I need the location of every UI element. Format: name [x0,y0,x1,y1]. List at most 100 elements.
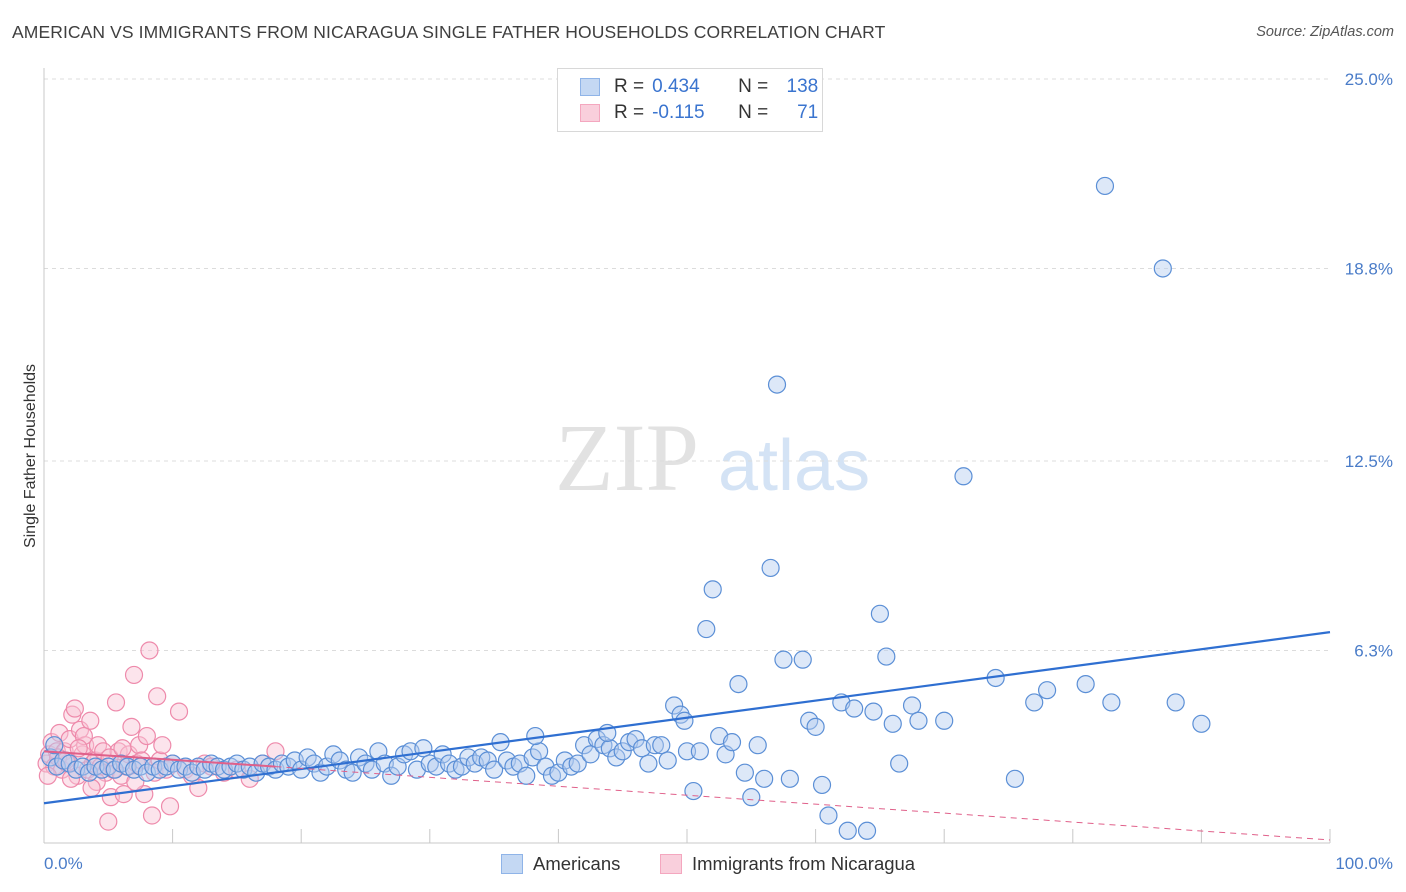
correlation-legend: R = 0.434 N = 138 R = -0.115 N = 71 [557,68,823,132]
data-point [1166,693,1185,712]
data-point [735,763,754,782]
y-tick-label: 12.5% [1345,452,1393,471]
y-tick-label: 25.0% [1345,70,1393,89]
data-point [124,665,144,685]
data-point [1005,769,1025,788]
data-point [658,751,677,770]
y-tick-labels: 6.3% 12.5% 18.8% 25.0% [1345,70,1393,660]
legend-n-label: N = [738,102,769,123]
data-point [793,650,812,669]
data-point [1037,681,1057,700]
data-point [819,806,838,825]
data-point [864,702,883,721]
data-point [478,751,497,770]
americans-trend-line [43,631,1331,805]
data-point [675,711,694,730]
data-point [812,775,832,795]
data-point [1076,674,1095,694]
data-point [870,604,890,623]
data-point [99,812,118,831]
legend-r-value: -0.115 [652,102,705,123]
data-point [845,699,864,718]
data-point [113,739,132,758]
data-point [81,711,100,730]
series-legend: Americans Immigrants from Nicaragua [0,851,1406,879]
data-point [935,711,954,730]
data-point [883,714,902,733]
data-point [748,736,767,755]
data-point [857,821,877,840]
watermark-zip: ZIP [555,404,699,511]
data-point [1095,176,1115,196]
data-point [142,806,162,825]
legend-row-americans: R = 0.434 N = 138 [580,74,818,100]
data-point [581,745,600,764]
data-point [697,619,716,639]
data-point [755,769,774,788]
series-legend-nicaragua[interactable]: Immigrants from Nicaragua [660,853,915,875]
legend-n-value: 138 [786,76,819,97]
data-point [153,736,172,755]
series-swatch-americans [501,854,523,874]
legend-swatch-americans [580,78,600,96]
chart-title: AMERICAN VS IMMIGRANTS FROM NICARAGUA SI… [12,22,886,42]
x-tick-label-max: 100.0% [1335,854,1393,873]
data-point [645,736,664,755]
data-point [806,717,825,736]
data-point [774,650,793,669]
x-tick-label-min: 0.0% [44,854,83,873]
data-point [65,699,84,718]
data-point [780,769,799,788]
data-point [613,742,632,761]
nicaragua-trend-line-dashed [275,766,1331,841]
y-tick-label: 6.3% [1354,641,1393,660]
data-point [902,696,922,715]
data-point [137,726,156,746]
data-point [82,778,101,798]
series-label-americans: Americans [533,853,621,874]
data-point [61,769,81,788]
data-point [169,702,189,721]
data-point [729,674,748,694]
x-ticks [172,829,1331,843]
y-tick-label: 18.8% [1345,259,1393,278]
data-point [1025,693,1044,712]
data-point [954,467,973,486]
series-legend-americans[interactable]: Americans [501,853,620,875]
data-point [160,797,180,816]
data-point [382,766,401,785]
data-point [42,733,61,752]
legend-row-nicaragua: R = -0.115 N = 71 [580,100,818,126]
data-point [45,736,64,755]
data-point [140,641,159,660]
data-point [122,717,141,736]
data-point [1153,259,1172,278]
nicaragua-trend-line-solid [43,750,276,768]
data-point [690,742,709,761]
data-point [767,375,787,394]
source-label: Source: ZipAtlas.com [1256,24,1394,40]
data-point [343,763,362,782]
data-point [485,760,504,779]
data-point [517,766,536,785]
legend-swatch-nicaragua [580,104,600,122]
data-point [1102,693,1121,712]
watermark-atlas: atlas [718,426,870,506]
data-point [877,647,896,666]
data-point [703,580,722,599]
series-swatch-nicaragua [660,854,682,874]
data-point [626,729,645,749]
legend-n-value: 71 [797,102,819,123]
data-point [761,558,780,578]
data-point [568,754,587,773]
data-point [652,736,671,755]
data-point [1192,714,1211,733]
watermark: ZIP atlas [555,404,870,511]
series-label-nicaragua: Immigrants from Nicaragua [692,853,916,874]
data-point [909,711,928,730]
legend-r-value: 0.434 [652,76,700,97]
data-point [530,742,549,761]
data-point [665,696,684,715]
legend-r-label: R = [614,76,645,97]
